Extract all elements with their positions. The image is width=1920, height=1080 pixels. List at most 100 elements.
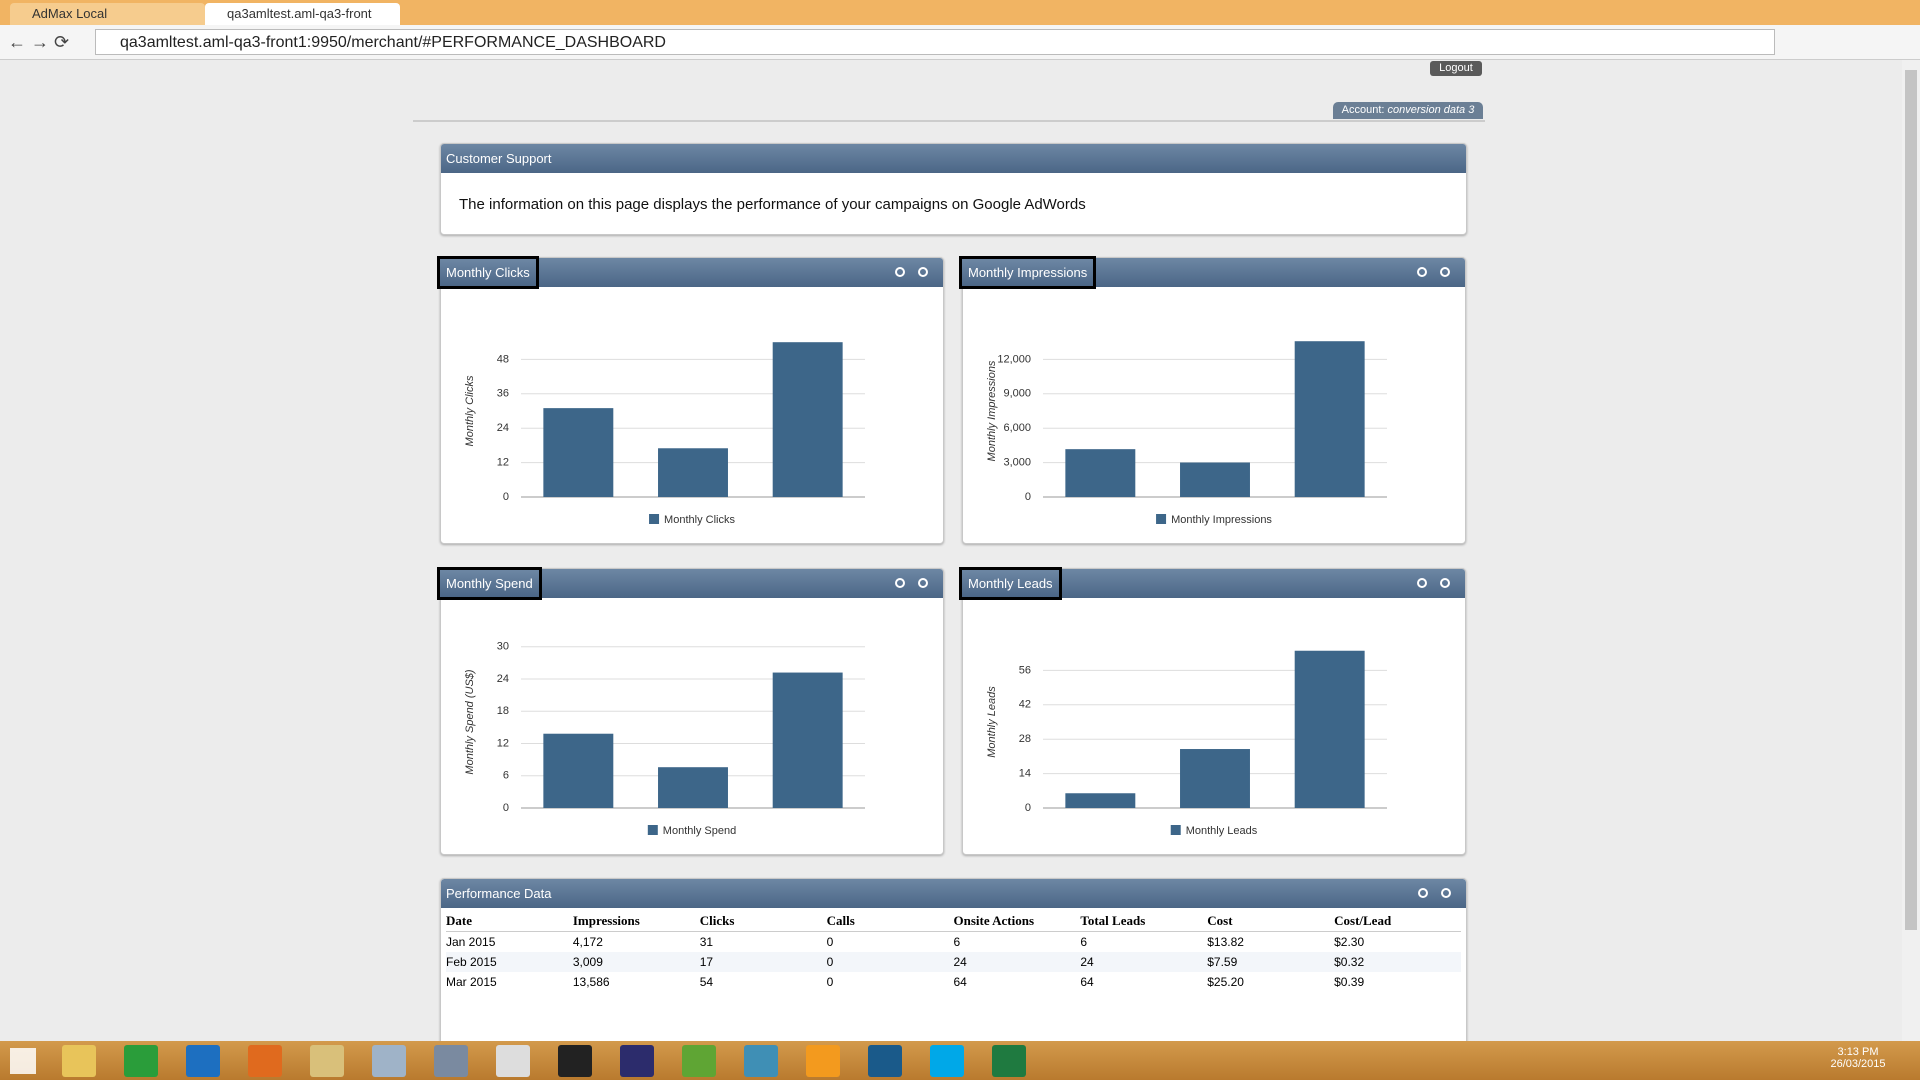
legend-label: Monthly Spend bbox=[663, 825, 736, 837]
table-cell: Jan 2015 bbox=[446, 935, 496, 949]
zoom-icon[interactable] bbox=[1417, 267, 1427, 277]
table-cell: $25.20 bbox=[1207, 975, 1244, 989]
comment-icon[interactable] bbox=[1440, 578, 1450, 588]
comment-icon[interactable] bbox=[1441, 888, 1451, 898]
app-icon[interactable] bbox=[372, 1045, 406, 1077]
address-bar[interactable]: qa3amltest.aml-qa3-front1:9950/merchant/… bbox=[95, 29, 1775, 55]
table-cell: 54 bbox=[699, 975, 714, 989]
app-icon[interactable] bbox=[310, 1045, 344, 1077]
y-tick-label: 0 bbox=[1025, 802, 1031, 814]
table-cell: 4,172 bbox=[572, 935, 603, 949]
table-cell: 0 bbox=[826, 975, 834, 989]
date: 26/03/2015 bbox=[1830, 1058, 1886, 1070]
legend-item: Monthly Leads bbox=[1170, 825, 1258, 837]
y-axis-label: Monthly Impressions bbox=[986, 360, 998, 461]
nav-buttons[interactable]: ← → ⟳ bbox=[8, 32, 70, 52]
app-icon[interactable] bbox=[992, 1045, 1026, 1077]
logout-button[interactable]: Logout bbox=[1430, 61, 1482, 76]
y-tick-label: 48 bbox=[497, 353, 509, 365]
app-icon[interactable] bbox=[558, 1045, 592, 1077]
legend-label: Monthly Clicks bbox=[664, 514, 735, 526]
panel-header: Monthly Leads bbox=[959, 567, 1465, 600]
app-icon[interactable] bbox=[620, 1045, 654, 1077]
app-icon[interactable] bbox=[868, 1045, 902, 1077]
legend-label: Monthly Leads bbox=[1186, 825, 1258, 837]
tab[interactable]: qa3amltest.aml-qa3-front bbox=[205, 3, 400, 25]
table-row: Mar 2015 13,586 54 0 64 64 $25.20 $0.39 bbox=[446, 972, 1461, 992]
y-tick-label: 12,000 bbox=[997, 353, 1031, 365]
column-header: Cost/Lead bbox=[1334, 913, 1392, 928]
app-icon[interactable] bbox=[806, 1045, 840, 1077]
comment-icon[interactable] bbox=[918, 578, 928, 588]
y-tick-label: 28 bbox=[1019, 733, 1031, 745]
chart-panel: Monthly Leads 0 14 28 42 56 Monthly Leads Month… bbox=[959, 567, 1466, 855]
chart: 0 12 24 36 48 Monthly Clicks Monthly Clicks bbox=[464, 342, 865, 526]
panel-header: Customer Support bbox=[441, 144, 1466, 173]
y-tick-label: 56 bbox=[1019, 664, 1031, 676]
column-header: Total Leads bbox=[1080, 913, 1146, 928]
panel-title: Performance Data bbox=[446, 886, 552, 901]
panel-title: Monthly Leads bbox=[959, 567, 1062, 600]
app-icon[interactable] bbox=[744, 1045, 778, 1077]
tab[interactable]: AdMax Local bbox=[10, 3, 205, 25]
y-tick-label: 14 bbox=[1019, 768, 1031, 780]
table-cell: 0 bbox=[826, 955, 834, 969]
y-axis-label: Monthly Clicks bbox=[464, 375, 476, 446]
table-row: Jan 2015 4,172 31 0 6 6 $13.82 $2.30 bbox=[446, 932, 1461, 953]
panel-header: Monthly Impressions bbox=[959, 256, 1465, 289]
chart-panel: Monthly Spend 0 6 12 18 24 30 Monthly Spend (US… bbox=[437, 567, 944, 855]
table-cell: 64 bbox=[953, 975, 967, 989]
table-cell: 64 bbox=[1080, 975, 1094, 989]
legend-swatch bbox=[1156, 514, 1167, 524]
legend-swatch bbox=[647, 825, 658, 835]
app-icon[interactable] bbox=[930, 1045, 964, 1077]
y-tick-label: 42 bbox=[1019, 699, 1031, 711]
bar bbox=[1180, 462, 1250, 497]
bar bbox=[543, 408, 614, 497]
legend-item: Monthly Spend bbox=[647, 825, 736, 837]
table-cell: 6 bbox=[953, 935, 961, 949]
table-cell: 13,586 bbox=[572, 975, 610, 989]
zoom-icon[interactable] bbox=[895, 267, 905, 277]
app-icon[interactable] bbox=[496, 1045, 530, 1077]
panel-title: Monthly Clicks bbox=[437, 256, 539, 289]
zoom-icon[interactable] bbox=[1417, 578, 1427, 588]
y-tick-label: 24 bbox=[497, 422, 509, 434]
scrollbar[interactable] bbox=[1902, 60, 1920, 1041]
zoom-icon[interactable] bbox=[895, 578, 905, 588]
support-panel: Customer Support The information on this… bbox=[440, 143, 1467, 235]
column-header: Cost bbox=[1207, 913, 1233, 928]
bar bbox=[1294, 650, 1365, 808]
y-tick-label: 12 bbox=[497, 737, 509, 749]
chart-panel: Monthly Clicks 0 12 24 36 48 Monthly Clicks Mon… bbox=[437, 256, 944, 544]
y-tick-label: 30 bbox=[497, 641, 509, 653]
legend-swatch bbox=[649, 514, 660, 524]
panel-title: Customer Support bbox=[446, 151, 552, 166]
table-cell: 24 bbox=[953, 955, 967, 969]
app-icon[interactable] bbox=[62, 1045, 96, 1077]
account-tab: Account: conversion data 3 bbox=[1333, 102, 1483, 119]
y-tick-label: 3,000 bbox=[1003, 457, 1031, 469]
y-tick-label: 0 bbox=[503, 802, 509, 814]
zoom-icon[interactable] bbox=[1418, 888, 1428, 898]
y-tick-label: 18 bbox=[497, 705, 509, 717]
table-cell: $0.39 bbox=[1334, 975, 1365, 989]
comment-icon[interactable] bbox=[918, 267, 928, 277]
clock: 3:13 PM 26/03/2015 bbox=[1820, 1046, 1896, 1070]
column-header: Clicks bbox=[699, 913, 735, 928]
bar bbox=[543, 733, 614, 808]
comment-icon[interactable] bbox=[1440, 267, 1450, 277]
app-icon[interactable] bbox=[248, 1045, 282, 1077]
app-icon[interactable] bbox=[124, 1045, 158, 1077]
y-tick-label: 6 bbox=[503, 770, 509, 782]
start-button[interactable] bbox=[10, 1048, 36, 1074]
bar bbox=[772, 672, 843, 808]
app-icon[interactable] bbox=[434, 1045, 468, 1077]
column-header: Calls bbox=[826, 913, 855, 928]
table-cell: $2.30 bbox=[1334, 935, 1365, 949]
app-icon[interactable] bbox=[186, 1045, 220, 1077]
table-cell: $0.32 bbox=[1334, 955, 1365, 969]
header-row: Date Impressions Clicks Calls Onsite Actions… bbox=[446, 911, 1461, 932]
app-icon[interactable] bbox=[682, 1045, 716, 1077]
